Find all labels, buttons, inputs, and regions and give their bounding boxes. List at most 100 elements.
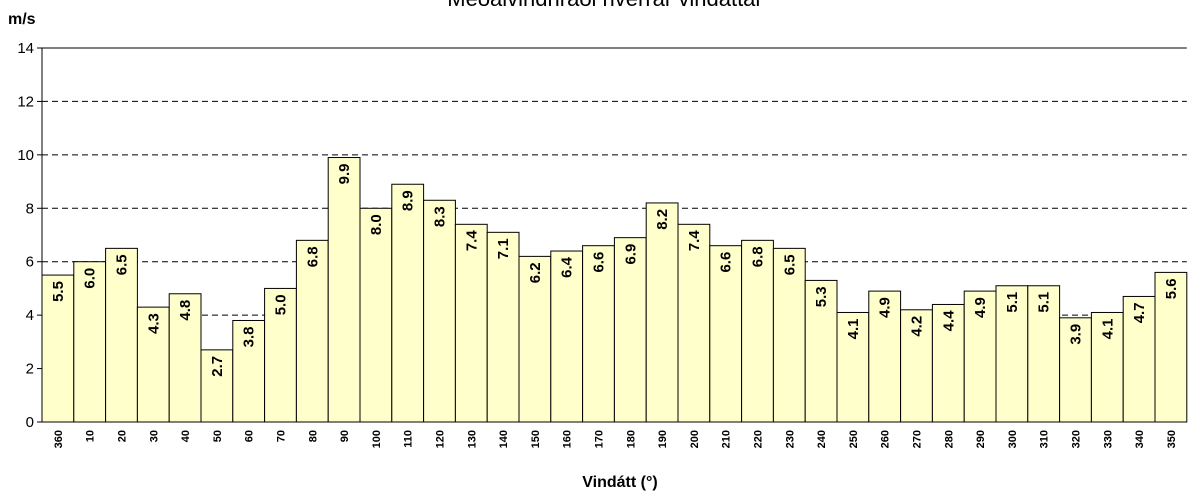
bar: [295, 239, 329, 423]
value-label: 4.8: [177, 300, 194, 321]
y-tick-label: 4: [26, 307, 34, 324]
bar: [1027, 285, 1061, 423]
x-tick-label: 90: [339, 430, 351, 442]
x-tick-label: 250: [848, 430, 860, 448]
x-tick-label: 350: [1166, 430, 1178, 448]
bar: [359, 207, 393, 423]
y-tick-label: 0: [26, 414, 34, 431]
value-label: 4.3: [145, 313, 162, 334]
x-tick-label: 130: [466, 430, 478, 448]
value-label: 9.9: [336, 164, 353, 185]
chart-title: Meðalvindhraði hverrar vindáttar: [447, 0, 763, 11]
x-tick-label: 150: [530, 430, 542, 448]
x-tick-label: 120: [435, 430, 447, 448]
x-tick-label: 190: [657, 430, 669, 448]
x-tick-label: 30: [148, 430, 160, 442]
x-tick-label: 200: [689, 430, 701, 448]
bar: [582, 245, 615, 423]
value-label: 6.8: [750, 246, 767, 267]
x-tick-label: 330: [1102, 430, 1114, 448]
bar: [677, 223, 711, 423]
x-tick-label: 60: [244, 430, 256, 442]
x-tick-label: 80: [307, 430, 319, 442]
x-tick-label: 160: [562, 430, 574, 448]
value-label: 4.1: [1099, 318, 1116, 339]
x-tick-label: 40: [180, 430, 192, 442]
bar: [1122, 295, 1156, 423]
value-label: 6.5: [114, 254, 131, 275]
bar: [391, 183, 425, 423]
bar: [900, 309, 933, 423]
value-label: 6.6: [591, 252, 608, 273]
y-tick-label: 14: [17, 40, 34, 57]
x-tick-label: 170: [594, 430, 606, 448]
value-label: 5.0: [273, 294, 290, 315]
value-label: 6.9: [622, 244, 639, 265]
value-label: 5.6: [1163, 278, 1180, 299]
value-label: 8.2: [654, 209, 671, 230]
x-tick-label: 50: [212, 430, 224, 442]
bar: [645, 202, 679, 423]
value-label: 6.8: [304, 246, 321, 267]
value-label: 4.9: [972, 297, 989, 318]
bar: [454, 223, 488, 423]
x-tick-label: 260: [880, 430, 892, 448]
bar: [486, 231, 520, 423]
x-tick-label: 100: [371, 430, 383, 448]
bar: [868, 290, 902, 423]
y-axis-label: m/s: [8, 11, 36, 28]
x-tick-label: 280: [943, 430, 955, 448]
x-tick-label: 320: [1071, 430, 1083, 448]
value-label: 5.3: [813, 286, 830, 307]
value-label: 8.9: [400, 190, 417, 211]
bar: [613, 237, 647, 423]
x-tick-label: 180: [625, 430, 637, 448]
bar: [423, 199, 456, 423]
x-tick-label: 270: [912, 430, 924, 448]
x-tick-label: 310: [1039, 430, 1051, 448]
value-label: 6.5: [781, 254, 798, 275]
y-tick-label: 2: [26, 361, 34, 378]
bar: [550, 250, 584, 423]
x-tick-label: 10: [85, 430, 97, 442]
x-tick-label: 360: [53, 430, 65, 448]
value-label: 5.1: [1004, 292, 1021, 313]
value-label: 2.7: [209, 356, 226, 377]
value-label: 3.9: [1068, 324, 1085, 345]
value-label: 4.4: [940, 310, 957, 332]
bar: [836, 311, 870, 423]
x-tick-label: 220: [753, 430, 765, 448]
x-tick-label: 340: [1134, 430, 1146, 448]
value-label: 5.5: [50, 281, 67, 302]
bar: [804, 279, 838, 423]
bar: [327, 157, 361, 423]
value-label: 7.1: [495, 238, 512, 259]
bar: [105, 247, 138, 423]
value-label: 8.0: [368, 214, 385, 235]
value-label: 6.0: [82, 268, 99, 289]
y-tick-label: 12: [17, 93, 34, 110]
x-tick-label: 230: [784, 430, 796, 448]
y-tick-label: 10: [17, 147, 34, 164]
value-label: 8.3: [432, 206, 449, 227]
bar: [709, 245, 743, 423]
value-label: 4.1: [845, 318, 862, 339]
value-label: 4.7: [1131, 302, 1148, 323]
x-tick-label: 140: [498, 430, 510, 448]
bar: [264, 287, 297, 423]
value-label: 3.8: [241, 326, 258, 347]
value-label: 4.9: [877, 297, 894, 318]
value-label: 6.4: [559, 256, 576, 278]
x-tick-label: 110: [403, 430, 415, 448]
value-label: 6.6: [718, 252, 735, 273]
value-label: 7.4: [686, 230, 703, 252]
x-tick-label: 290: [975, 430, 987, 448]
bar: [931, 303, 965, 423]
y-tick-label: 6: [26, 254, 34, 271]
x-tick-label: 70: [276, 430, 288, 442]
value-label: 7.4: [463, 230, 480, 252]
bar: [741, 239, 774, 423]
value-label: 6.2: [527, 262, 544, 283]
bar: [1154, 271, 1188, 423]
